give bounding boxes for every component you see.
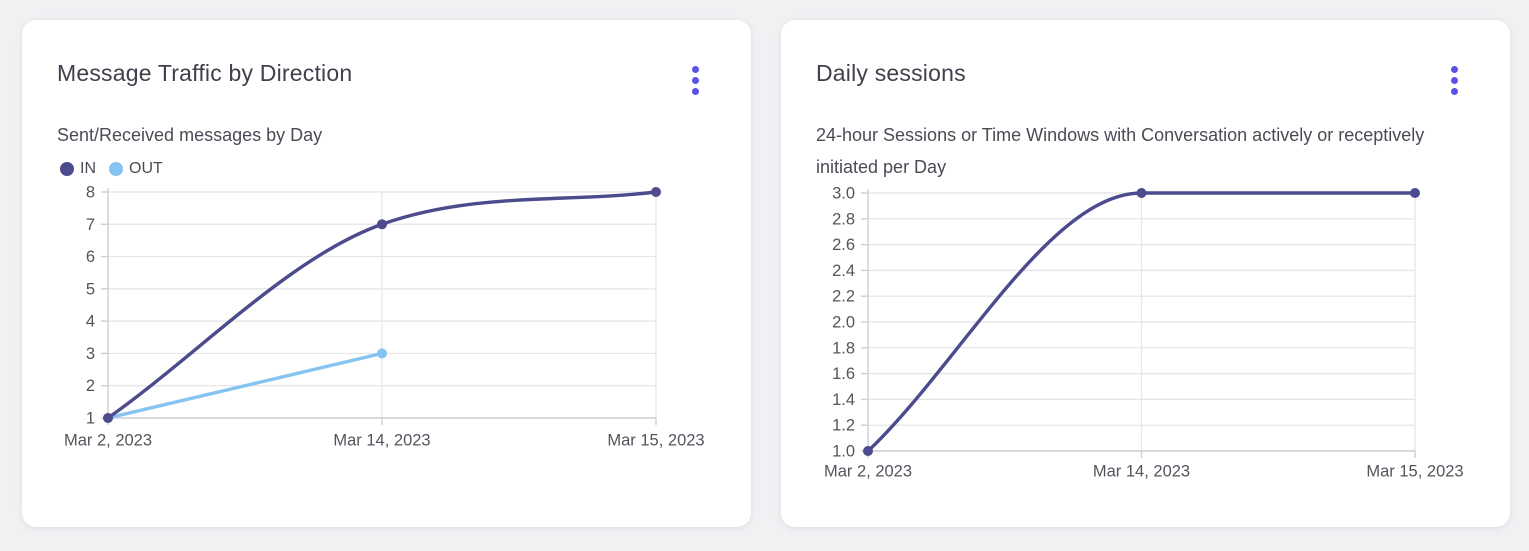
data-point[interactable] bbox=[1136, 188, 1147, 198]
x-axis-tick-label: Mar 14, 2023 bbox=[333, 432, 430, 450]
x-axis-tick-label: Mar 15, 2023 bbox=[1366, 463, 1463, 481]
card-subtitle: 24-hour Sessions or Time Windows with Co… bbox=[816, 125, 1425, 177]
y-axis-tick-label: 2.8 bbox=[832, 210, 855, 228]
y-axis-tick-label: 5 bbox=[86, 280, 95, 298]
y-axis-tick-label: 3 bbox=[86, 345, 95, 363]
line-chart[interactable]: 1.0 1.2 1.4 1.6 1.8 2.0 2.2 2.4 2.6 2.8 3.0 Mar 2, … bbox=[781, 20, 1510, 527]
data-point[interactable] bbox=[863, 446, 873, 456]
line-chart[interactable]: 1 2 3 4 5 6 7 8 Mar 2, 2023 Mar 14, 2023 Mar 15, 2… bbox=[22, 20, 751, 527]
y-axis-tick-label: 1.8 bbox=[832, 339, 855, 357]
y-axis-tick-label: 3.0 bbox=[832, 185, 855, 203]
legend-label: OUT bbox=[129, 160, 163, 177]
kebab-menu-icon[interactable] bbox=[683, 60, 707, 100]
y-axis-tick-label: 1.4 bbox=[832, 391, 855, 409]
kebab-dot bbox=[1450, 87, 1458, 95]
data-point[interactable] bbox=[103, 413, 113, 423]
chart-legend: IN OUT bbox=[60, 160, 163, 178]
y-axis-tick-label: 2.2 bbox=[832, 288, 855, 306]
y-axis-tick-label: 6 bbox=[86, 248, 95, 266]
daily-sessions-card: Daily sessions 24-hour Sessions or Time … bbox=[781, 20, 1510, 527]
y-axis-tick-label: 4 bbox=[86, 313, 95, 331]
y-axis-tick-label: 1.6 bbox=[832, 365, 855, 383]
series-line-daily-sessions bbox=[866, 191, 1417, 453]
data-point[interactable] bbox=[651, 187, 661, 197]
legend-dot-icon bbox=[60, 162, 74, 176]
data-point[interactable] bbox=[377, 348, 387, 359]
y-axis-tick-label: 2 bbox=[86, 377, 95, 395]
y-axis-tick-label: 1.2 bbox=[832, 417, 855, 435]
kebab-dot bbox=[691, 87, 699, 95]
kebab-dot bbox=[691, 76, 699, 84]
card-title: Daily sessions bbox=[816, 60, 966, 86]
message-traffic-card: Message Traffic by Direction Sent/Receiv… bbox=[22, 20, 751, 527]
legend-item-out[interactable]: OUT bbox=[109, 160, 163, 178]
series-line-out bbox=[106, 351, 384, 420]
kebab-dot bbox=[1450, 76, 1458, 84]
y-axis-tick-label: 2.4 bbox=[832, 262, 855, 280]
y-axis-tick-label: 2.0 bbox=[832, 314, 855, 332]
y-axis-tick-label: 2.6 bbox=[832, 236, 855, 254]
kebab-dot bbox=[691, 65, 699, 73]
legend-label: IN bbox=[80, 160, 96, 177]
card-subtitle: Sent/Received messages by Day bbox=[57, 125, 323, 145]
y-axis-tick-label: 1.0 bbox=[832, 443, 855, 461]
x-axis-tick-label: Mar 2, 2023 bbox=[824, 463, 912, 481]
y-axis-tick-label: 7 bbox=[86, 216, 95, 234]
x-axis-tick-label: Mar 14, 2023 bbox=[1093, 463, 1190, 481]
kebab-menu-icon[interactable] bbox=[1442, 60, 1466, 100]
x-axis-tick-label: Mar 2, 2023 bbox=[64, 432, 152, 450]
kebab-dot bbox=[1450, 65, 1458, 73]
data-point[interactable] bbox=[377, 219, 387, 230]
card-title: Message Traffic by Direction bbox=[57, 60, 353, 86]
legend-item-in[interactable]: IN bbox=[60, 160, 96, 178]
x-axis-tick-label: Mar 15, 2023 bbox=[607, 432, 704, 450]
y-axis-tick-label: 8 bbox=[86, 184, 95, 202]
data-point[interactable] bbox=[1410, 188, 1420, 198]
y-axis-tick-label: 1 bbox=[86, 410, 95, 428]
legend-dot-icon bbox=[109, 162, 123, 176]
